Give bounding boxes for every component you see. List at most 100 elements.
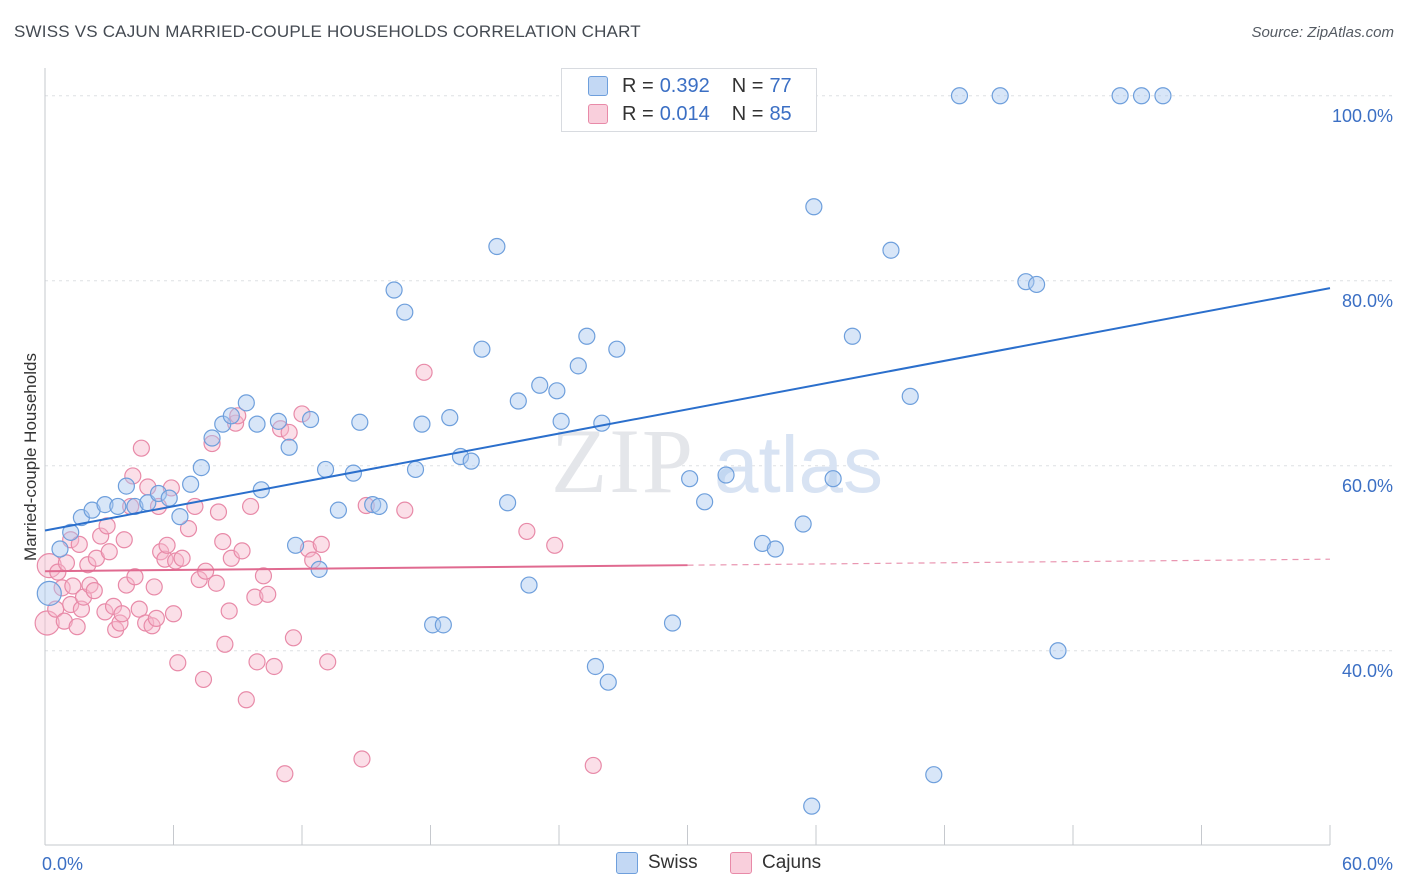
cajuns-r-value: 0.014 <box>659 102 710 125</box>
cajun-point <box>164 605 183 623</box>
cajun-point <box>276 765 294 783</box>
swiss-point <box>364 496 382 514</box>
swiss-point <box>473 340 491 358</box>
cajun-point <box>546 536 564 554</box>
cajun-point <box>55 612 73 630</box>
cajun-point <box>207 574 225 592</box>
cajun-point <box>147 609 165 627</box>
y-axis-label: Married-couple Households <box>21 353 40 561</box>
swiss-point <box>520 576 538 594</box>
swiss-point <box>1049 642 1067 660</box>
swiss-point <box>237 394 255 412</box>
axes <box>44 68 1331 846</box>
swiss-point <box>222 407 240 425</box>
y-tick-label: 60.0% <box>1342 476 1393 496</box>
legend-row-swiss: R = 0.392 N = 77 <box>588 73 792 99</box>
y-tick-label: 80.0% <box>1342 291 1393 311</box>
watermark: ZIP atlas <box>551 410 883 512</box>
swiss-point <box>1027 275 1046 294</box>
swiss-point <box>766 540 784 558</box>
swiss-n-label: N = <box>731 74 764 97</box>
swiss-point <box>280 438 298 456</box>
cajun-point <box>396 501 414 519</box>
swiss-point <box>509 392 527 410</box>
cajun-point <box>145 578 163 596</box>
swiss-point <box>805 198 823 216</box>
legend-item-swiss[interactable]: Swiss <box>616 852 698 874</box>
swiss-point <box>882 241 900 259</box>
swiss-point <box>593 414 611 432</box>
swiss-point <box>434 616 452 634</box>
swiss-point <box>824 470 842 488</box>
swiss-trend-line <box>44 287 1331 532</box>
legend-item-cajuns[interactable]: Cajuns <box>730 852 821 874</box>
cajun-point <box>518 522 536 541</box>
cajuns-legend-swatch <box>730 852 752 874</box>
swiss-r-label: R = <box>622 74 654 97</box>
chart-title: SWISS VS CAJUN MARRIED-COUPLE HOUSEHOLDS… <box>14 22 641 41</box>
cajun-point <box>68 618 86 636</box>
swiss-point <box>462 452 480 470</box>
gridlines <box>45 95 1394 652</box>
y-tick-label: 100.0% <box>1332 106 1393 126</box>
swiss-point <box>803 797 821 815</box>
swiss-point <box>192 459 210 477</box>
cajun-points <box>34 363 602 783</box>
swiss-point <box>991 87 1009 105</box>
cajun-point <box>197 562 215 580</box>
cajun-point <box>357 496 375 515</box>
swiss-point <box>681 470 699 488</box>
cajun-trend-extension <box>687 558 1331 566</box>
swiss-point <box>608 340 626 358</box>
swiss-point <box>406 460 425 479</box>
source-credit: Source: ZipAtlas.com <box>1251 24 1394 41</box>
cajun-point <box>162 479 180 497</box>
cajun-point <box>319 653 337 671</box>
cajun-point <box>248 653 266 671</box>
swiss-point <box>117 477 135 495</box>
swiss-point <box>441 409 459 427</box>
cajun-trend-line <box>44 564 688 573</box>
swiss-point <box>51 540 69 558</box>
cajun-point <box>280 423 298 442</box>
swiss-point <box>753 534 772 553</box>
swiss-point <box>599 673 617 691</box>
cajun-point <box>237 691 255 709</box>
cajun-point <box>284 629 303 647</box>
swiss-point <box>109 497 127 516</box>
cajun-point <box>214 532 232 551</box>
swiss-legend-label: Swiss <box>648 852 698 873</box>
watermark-atlas: atlas <box>714 420 883 509</box>
swiss-point <box>96 496 114 514</box>
x-tick-label-min: 0.0% <box>42 854 83 874</box>
cajun-point <box>85 582 103 600</box>
cajun-point <box>130 600 148 618</box>
cajun-point <box>299 540 318 558</box>
cajun-point <box>312 535 330 553</box>
cajun-point <box>584 756 602 775</box>
y-tick-label: 40.0% <box>1342 661 1393 681</box>
swiss-point <box>171 508 189 526</box>
tick-labels: 40.0% 60.0% 80.0% 100.0% 0.0% 60.0% <box>42 106 1393 874</box>
cajun-point <box>242 497 260 516</box>
swiss-point <box>351 413 369 431</box>
swiss-point <box>1017 273 1035 291</box>
swiss-point <box>1132 87 1151 105</box>
cajun-point <box>64 577 82 595</box>
trend-lines <box>44 287 1331 573</box>
swiss-point <box>901 387 919 405</box>
correlation-legend: R = 0.392 N = 77 R = 0.014 N = 85 <box>561 68 817 132</box>
cajun-point <box>265 657 283 676</box>
cajun-point <box>132 439 150 457</box>
cajun-point <box>62 595 80 614</box>
cajun-point <box>96 603 114 621</box>
swiss-point <box>83 501 101 519</box>
swiss-point <box>370 497 388 516</box>
legend-row-cajuns: R = 0.014 N = 85 <box>588 101 792 127</box>
swiss-point <box>1154 87 1172 105</box>
swiss-point <box>385 281 403 299</box>
swiss-point <box>203 429 221 447</box>
cajun-point <box>415 363 433 381</box>
swiss-point <box>36 580 62 607</box>
